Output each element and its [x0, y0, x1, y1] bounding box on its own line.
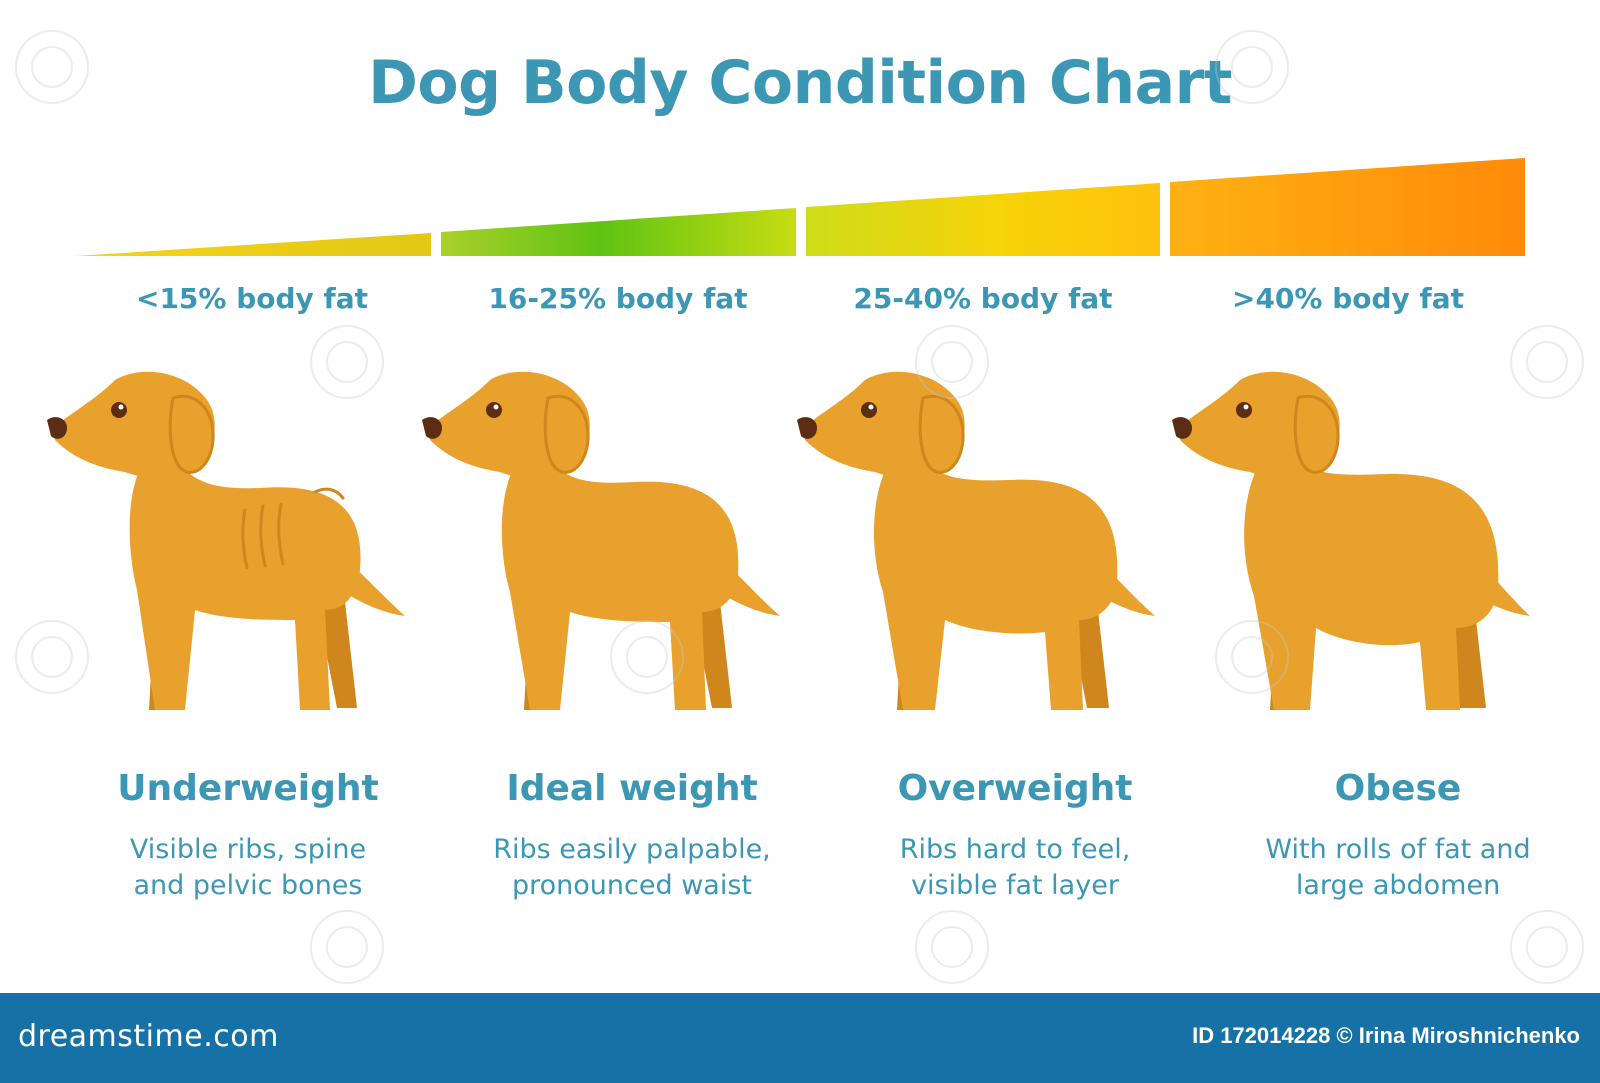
desc-line: large abdomen — [1295, 870, 1501, 901]
condition-name-underweight: Underweight — [117, 768, 379, 809]
condition-name-overweight: Overweight — [897, 768, 1133, 809]
watermark-icon — [610, 620, 684, 694]
dog-overweight-illustration — [797, 371, 1155, 710]
watermark-icon — [310, 325, 384, 399]
dreamstime-logo: dreamstime.com — [18, 1019, 279, 1054]
fat-label-underweight: <15% body fat — [135, 282, 368, 315]
condition-desc-obese: With rolls of fat and large abdomen — [1218, 832, 1578, 904]
fat-label-obese: >40% body fat — [1231, 282, 1464, 315]
dog-underweight-illustration — [47, 371, 405, 710]
dog-ideal-illustration — [422, 371, 780, 710]
watermark-icon — [915, 910, 989, 984]
desc-line: and pelvic bones — [133, 870, 363, 901]
fat-label-overweight: 25-40% body fat — [853, 282, 1113, 315]
desc-line: Ribs easily palpable, — [493, 834, 771, 865]
watermark-icon — [1215, 620, 1289, 694]
condition-desc-overweight: Ribs hard to feel, visible fat layer — [835, 832, 1195, 904]
watermark-icon — [1510, 325, 1584, 399]
scale-segment-underweight — [75, 233, 431, 256]
desc-line: visible fat layer — [911, 870, 1119, 901]
watermark-icon — [1215, 30, 1289, 104]
image-credit: ID 172014228 © Irina Miroshnichenko — [1192, 1023, 1580, 1048]
scale-segment-overweight — [806, 183, 1160, 256]
chart-title: Dog Body Condition Chart — [368, 48, 1232, 118]
dog-obese-illustration — [1172, 371, 1530, 710]
desc-line: pronounced waist — [512, 870, 752, 901]
watermark-icon — [15, 620, 89, 694]
watermark-icon — [1510, 910, 1584, 984]
watermark-icon — [15, 30, 89, 104]
condition-name-obese: Obese — [1334, 768, 1462, 809]
condition-desc-ideal: Ribs easily palpable, pronounced waist — [452, 832, 812, 904]
desc-line: Visible ribs, spine — [129, 834, 367, 865]
watermark-icon — [310, 910, 384, 984]
watermark-icon — [915, 325, 989, 399]
condition-desc-underweight: Visible ribs, spine and pelvic bones — [68, 832, 428, 904]
scale-segment-obese — [1170, 158, 1525, 256]
fat-label-ideal: 16-25% body fat — [488, 282, 748, 315]
desc-line: Ribs hard to feel, — [899, 834, 1131, 865]
condition-name-ideal: Ideal weight — [506, 768, 758, 809]
scale-segment-ideal — [441, 208, 796, 256]
footer-bar: dreamstime.com ID 172014228 © Irina Miro… — [0, 993, 1600, 1083]
body-fat-scale — [75, 158, 1525, 256]
desc-line: With rolls of fat and — [1265, 834, 1531, 865]
